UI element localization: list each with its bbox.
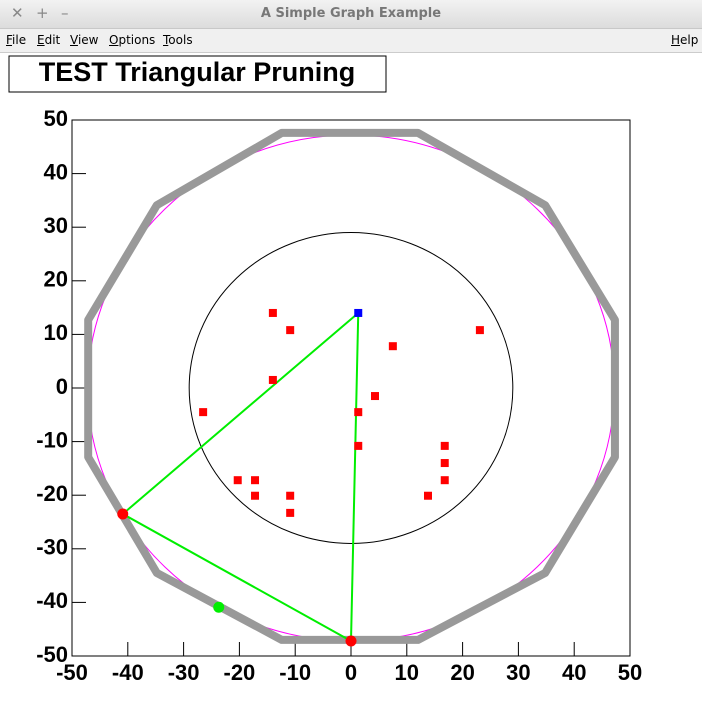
marker-square [440, 476, 449, 485]
minimize-button[interactable]: – [61, 4, 69, 22]
x-tick-label: -20 [224, 660, 256, 685]
y-tick-label: 50 [44, 106, 68, 131]
y-tick-label: 30 [44, 213, 68, 238]
marker-square [251, 476, 260, 485]
marker-square [268, 308, 277, 317]
polygon-line [84, 128, 619, 644]
y-tick-label: 40 [44, 159, 68, 184]
y-tick-label: 0 [56, 374, 68, 399]
x-tick-label: 40 [562, 660, 586, 685]
x-tick-label: -10 [279, 660, 311, 685]
circle [188, 232, 514, 544]
marker-square [199, 408, 208, 417]
x-tick-label: -50 [56, 660, 88, 685]
y-tick-label: 10 [44, 320, 68, 345]
maximize-button[interactable]: + [36, 4, 49, 22]
title-box [8, 55, 387, 93]
marker-square [286, 326, 295, 335]
x-tick-label: -30 [168, 660, 200, 685]
marker-circle [345, 635, 357, 647]
marker-square [233, 476, 242, 485]
menu-bar: File Edit View Options Tools Help [0, 29, 702, 53]
marker-circle [213, 601, 225, 613]
x-tick-label: 30 [506, 660, 530, 685]
menu-item[interactable]: File [6, 33, 27, 47]
marker-square [354, 408, 363, 417]
marker-circle [117, 508, 129, 520]
y-tick-label: -20 [36, 481, 68, 506]
x-tick-label: 20 [450, 660, 474, 685]
y-tick-label: -50 [36, 642, 68, 667]
marker-square [370, 392, 379, 401]
marker-square [354, 441, 363, 450]
marker-square [251, 491, 260, 500]
menu-item[interactable]: Edit [37, 33, 61, 47]
y-tick-label: -40 [36, 588, 68, 613]
polygon-line [121, 311, 360, 642]
marker-square [388, 342, 397, 351]
marker-square [475, 326, 484, 335]
title-bar: ✕ + – A Simple Graph Example [0, 0, 702, 29]
marker-square [286, 491, 295, 500]
marker-square [286, 508, 295, 517]
y-tick-label: -30 [36, 535, 68, 560]
marker-square [354, 308, 363, 317]
chart-title: TEST Triangular Pruning [39, 57, 356, 87]
menu-item[interactable]: Help [671, 33, 699, 47]
y-tick-label: 20 [44, 267, 68, 292]
y-tick-label: -10 [36, 427, 68, 452]
window-title: A Simple Graph Example [260, 6, 442, 21]
menu-item[interactable]: Tools [163, 33, 193, 47]
x-tick-label: 10 [395, 660, 419, 685]
close-button[interactable]: ✕ [11, 4, 24, 22]
marker-square [424, 491, 433, 500]
circle [87, 134, 615, 642]
x-tick-label: 50 [618, 660, 642, 685]
menu-item[interactable]: View [70, 33, 99, 47]
marker-square [440, 441, 449, 450]
marker-square [268, 375, 277, 384]
x-tick-label: 0 [345, 660, 357, 685]
menu-item[interactable]: Options [109, 33, 156, 47]
marker-square [440, 459, 449, 468]
x-tick-label: -40 [112, 660, 144, 685]
